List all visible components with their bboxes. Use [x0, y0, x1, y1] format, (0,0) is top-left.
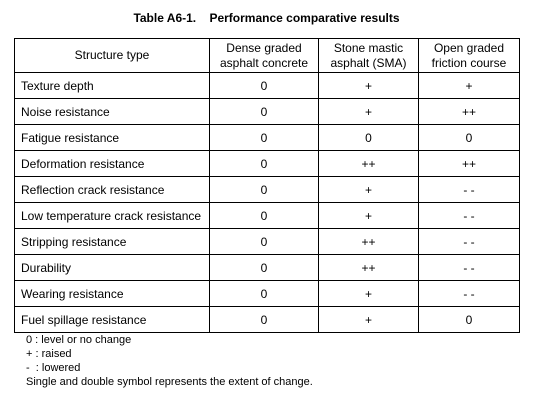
row-label: Texture depth [14, 72, 210, 99]
note: 0 : level or no change [26, 334, 132, 346]
table-row: Deformation resistance 0 ++ ++ [14, 150, 520, 177]
rating-cell: - - [418, 280, 520, 307]
row-label: Noise resistance [14, 98, 210, 125]
rating-cell: - - [418, 254, 520, 281]
table-row: Texture depth 0 + + [14, 72, 520, 99]
table-title: Table A6-1. Performance comparative resu… [133, 11, 400, 25]
rating-cell: - - [418, 176, 520, 203]
rating-cell: 0 [209, 124, 319, 151]
note: Single and double symbol represents the … [26, 376, 313, 388]
header-line: Stone mastic [333, 40, 404, 55]
rating-cell: ++ [418, 150, 520, 177]
table-row: Fatigue resistance 0 0 0 [14, 124, 520, 151]
row-label: Fatigue resistance [14, 124, 210, 151]
table-row: Reflection crack resistance 0 + - - [14, 176, 520, 203]
header-cell: Dense graded asphalt concrete [209, 38, 319, 73]
rating-cell: 0 [209, 72, 319, 99]
rating-cell: + [318, 176, 419, 203]
notes: 0 : level or no change + : raised - : lowe… [26, 333, 313, 389]
note: - : lowered [26, 362, 81, 374]
row-label: Stripping resistance [14, 228, 210, 255]
rating-cell: + [318, 306, 419, 333]
row-label: Deformation resistance [14, 150, 210, 177]
header-line: friction course [431, 55, 507, 70]
header-line: Dense graded [226, 40, 302, 55]
rating-cell: 0 [209, 150, 319, 177]
header-line: asphalt concrete [219, 55, 309, 70]
header-line: Structure type [74, 48, 150, 62]
rating-cell: - - [418, 228, 520, 255]
rating-cell: + [318, 280, 419, 307]
table-row: Noise resistance 0 + ++ [14, 98, 520, 125]
table-row: Wearing resistance 0 + - - [14, 280, 520, 307]
header-row: Structure type Dense graded asphalt concre… [14, 38, 520, 73]
row-label: Low temperature crack resistance [14, 202, 210, 229]
header-line: Open graded [433, 40, 505, 55]
rating-cell: 0 [209, 254, 319, 281]
table-row: Durability 0 ++ - - [14, 254, 520, 281]
rating-cell: 0 [318, 124, 419, 151]
row-label: Fuel spillage resistance [14, 306, 210, 333]
row-label: Reflection crack resistance [14, 176, 210, 203]
rating-cell: ++ [318, 150, 419, 177]
rating-cell: - - [418, 202, 520, 229]
rating-cell: ++ [318, 228, 419, 255]
table-body: Texture depth 0 + + Noise resistance 0 + ++ Fati… [14, 72, 520, 333]
rating-cell: 0 [209, 306, 319, 333]
rating-cell: 0 [209, 202, 319, 229]
rating-cell: 0 [209, 176, 319, 203]
table-row: Stripping resistance 0 ++ - - [14, 228, 520, 255]
rating-cell: + [318, 202, 419, 229]
rating-cell: ++ [318, 254, 419, 281]
results-table: Structure type Dense graded asphalt concre… [14, 38, 520, 333]
rating-cell: 0 [418, 306, 520, 333]
note: + : raised [26, 348, 72, 360]
rating-cell: + [318, 72, 419, 99]
rating-cell: 0 [209, 280, 319, 307]
row-label: Wearing resistance [14, 280, 210, 307]
rating-cell: + [418, 72, 520, 99]
row-label: Durability [14, 254, 210, 281]
header-cell: Open graded friction course [418, 38, 520, 73]
rating-cell: 0 [209, 228, 319, 255]
table-row: Low temperature crack resistance 0 + - - [14, 202, 520, 229]
rating-cell: ++ [418, 98, 520, 125]
table-row: Fuel spillage resistance 0 +0 [14, 306, 520, 333]
header-line: asphalt (SMA) [330, 55, 407, 70]
rating-cell: 0 [209, 98, 319, 125]
header-cell: Structure type [14, 38, 210, 73]
rating-cell: 0 [418, 124, 520, 151]
rating-cell: + [318, 98, 419, 125]
header-cell: Stone mastic asphalt (SMA) [318, 38, 419, 73]
